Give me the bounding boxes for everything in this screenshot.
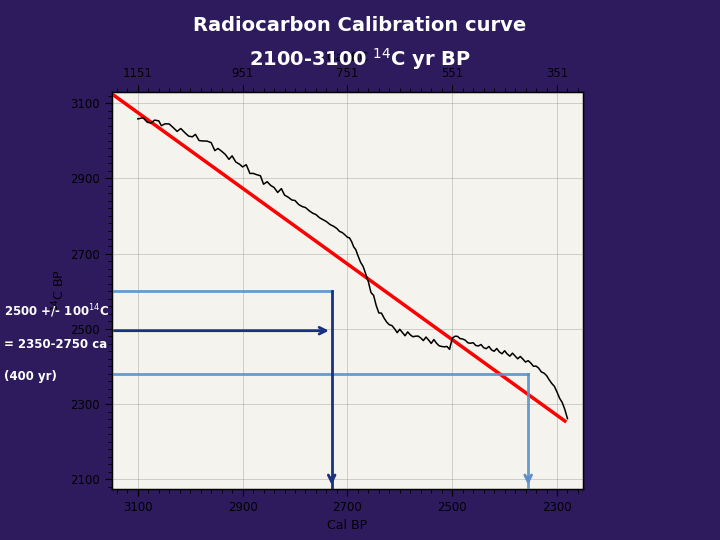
Text: = 2350-2750 ca: = 2350-2750 ca: [4, 338, 107, 350]
Text: (400 yr): (400 yr): [4, 370, 56, 383]
Text: Radiocarbon Calibration curve: Radiocarbon Calibration curve: [194, 16, 526, 35]
Text: 2100-3100 $^{14}$C yr BP: 2100-3100 $^{14}$C yr BP: [249, 46, 471, 72]
X-axis label: Cal BP: Cal BP: [328, 519, 367, 532]
Y-axis label: $^{14}$C BP: $^{14}$C BP: [50, 269, 67, 311]
Text: 2500 +/- 100$^{14}$C: 2500 +/- 100$^{14}$C: [4, 302, 109, 320]
X-axis label: Cal BC: Cal BC: [327, 51, 368, 64]
